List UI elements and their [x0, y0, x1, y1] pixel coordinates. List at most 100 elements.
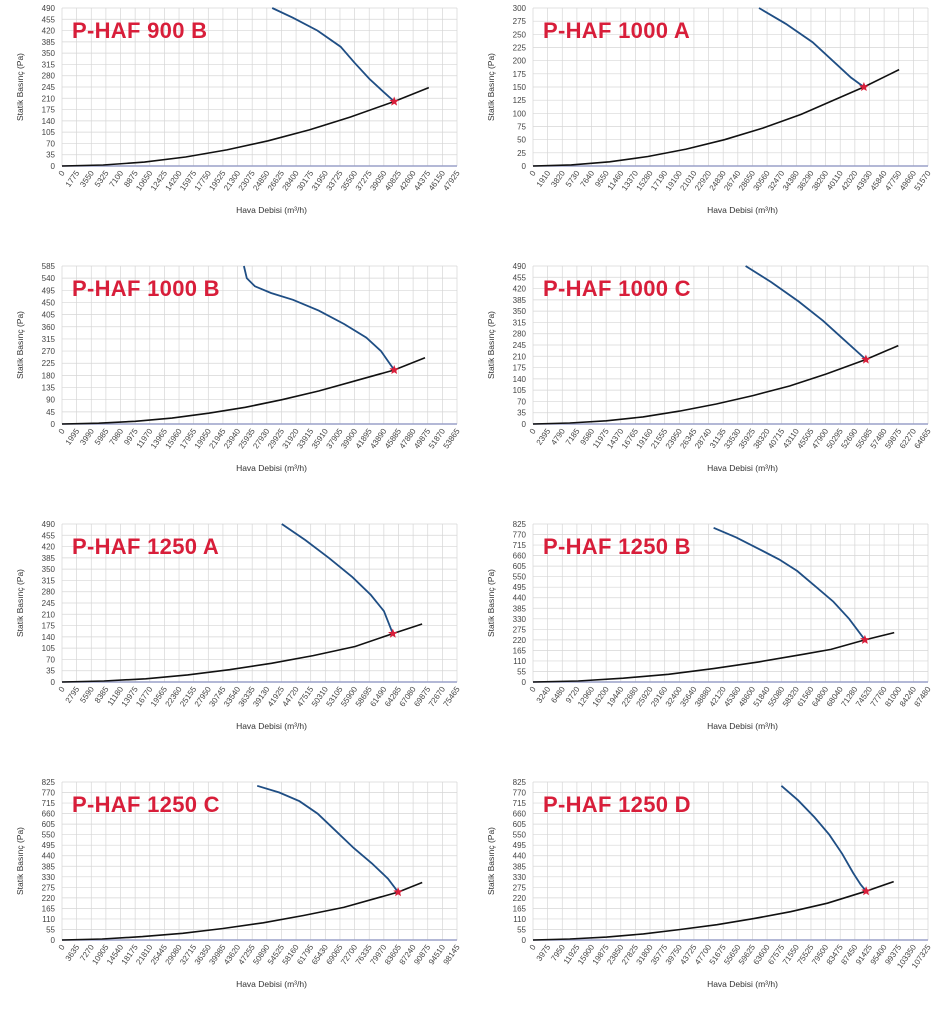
y-tick-label: 490	[42, 520, 56, 529]
chart-title: P-HAF 1250 C	[72, 792, 220, 817]
chart-title: P-HAF 900 B	[72, 18, 208, 43]
y-tick-label: 455	[42, 531, 56, 540]
x-tick-label: 87480	[913, 685, 933, 709]
y-tick-label: 175	[42, 106, 56, 115]
y-tick-label: 245	[42, 599, 56, 608]
y-tick-label: 55	[517, 667, 526, 676]
y-tick-label: 105	[513, 386, 527, 395]
x-tick-label: 75465	[442, 685, 462, 709]
y-tick-label: 770	[42, 789, 56, 798]
grid	[532, 7, 929, 167]
x-tick-label: 5325	[93, 169, 111, 189]
y-tick-label: 175	[42, 622, 56, 631]
y-tick-label: 330	[513, 615, 527, 624]
x-tick-label: 6480	[549, 685, 567, 705]
y-tick-label: 385	[42, 554, 56, 563]
y-tick-label: 350	[513, 307, 527, 316]
x-tick-label: 5985	[93, 427, 111, 447]
y-tick-label: 220	[513, 894, 527, 903]
chart-panel: 0 35 70 105 140 175 210 245 280 315 350 385 420 455 49…	[471, 258, 942, 516]
y-tick-label: 495	[42, 286, 56, 295]
y-tick-label: 280	[513, 330, 527, 339]
x-tick-label: 3240	[535, 685, 553, 705]
y-tick-label: 770	[513, 789, 527, 798]
chart-panel: 0 45 90 135 180 225 270 315 360 405 450 495 540 585 0 1…	[0, 258, 471, 516]
x-tick-label: 64665	[913, 427, 933, 451]
y-tick-label: 55	[46, 925, 55, 934]
x-tick-label: 5590	[78, 685, 96, 705]
y-tick-label: 140	[513, 375, 527, 384]
y-tick-label: 50	[517, 136, 526, 145]
y-tick-label: 45	[46, 408, 55, 417]
fan-curve-line	[256, 784, 399, 893]
operating-point-marker	[861, 886, 871, 896]
x-axis-title: Hava Debisi (m³/h)	[707, 979, 778, 989]
y-tick-label: 0	[51, 162, 56, 171]
y-tick-label: 715	[513, 541, 527, 550]
chart-panel: 0 55 110 165 220 275 330 385 440 495 550 605 660 715 7…	[0, 774, 471, 1032]
system-curve-line	[61, 357, 426, 425]
x-tick-label: 3635	[64, 943, 82, 963]
y-tick-label: 550	[513, 831, 527, 840]
y-tick-label: 495	[42, 841, 56, 850]
chart-title: P-HAF 1250 B	[543, 534, 691, 559]
y-tick-label: 175	[513, 70, 527, 79]
y-axis-title: Statik Basınç (Pa)	[15, 53, 25, 121]
chart-panel: 0 55 110 165 220 275 330 385 440 495 550 605 660 715 7…	[471, 774, 942, 1032]
x-tick-label: 0	[528, 685, 538, 694]
x-tick-label: 1910	[535, 169, 553, 189]
y-tick-label: 275	[513, 625, 527, 634]
x-tick-label: 7980	[108, 427, 126, 447]
chart-title: P-HAF 1000 C	[543, 276, 691, 301]
y-tick-label: 420	[42, 27, 56, 36]
y-tick-label: 180	[42, 371, 56, 380]
system-curve-line	[61, 881, 423, 941]
y-tick-label: 70	[46, 655, 55, 664]
x-tick-label: 3990	[78, 427, 96, 447]
y-tick-label: 0	[51, 678, 56, 687]
y-tick-label: 455	[513, 273, 527, 282]
y-axis-title: Statik Basınç (Pa)	[15, 827, 25, 895]
y-tick-label: 280	[42, 72, 56, 81]
x-tick-label: 1775	[64, 169, 82, 189]
fan-curve-line	[745, 265, 867, 361]
y-tick-label: 455	[42, 15, 56, 24]
y-tick-label: 440	[42, 852, 56, 861]
y-tick-label: 75	[517, 123, 526, 132]
chart-panel: 0 25 50 75 100 125 150 175 200 225 250 275 300 0 1910 3…	[471, 0, 942, 258]
y-tick-label: 280	[42, 588, 56, 597]
chart-panel: 0 35 70 105 140 175 210 245 280 315 350 385 420 455 49…	[0, 0, 471, 258]
y-tick-label: 270	[42, 347, 56, 356]
grid	[61, 265, 458, 425]
x-tick-label: 3550	[78, 169, 96, 189]
operating-point-marker	[389, 365, 399, 374]
y-tick-label: 70	[46, 139, 55, 148]
x-tick-label: 0	[57, 943, 67, 952]
y-tick-label: 360	[42, 323, 56, 332]
chart-title: P-HAF 1250 D	[543, 792, 691, 817]
grid	[61, 523, 458, 683]
y-tick-label: 245	[513, 341, 527, 350]
y-tick-label: 385	[42, 38, 56, 47]
grid	[532, 265, 929, 425]
y-tick-label: 330	[42, 873, 56, 882]
y-tick-label: 420	[513, 285, 527, 294]
operating-point-marker	[393, 887, 403, 897]
y-tick-label: 350	[42, 565, 56, 574]
x-tick-label: 1995	[64, 427, 82, 447]
x-tick-label: 51570	[913, 169, 933, 193]
y-tick-label: 225	[513, 44, 527, 53]
x-tick-label: 7185	[564, 427, 582, 447]
operating-point-marker	[388, 628, 398, 638]
y-tick-label: 550	[42, 831, 56, 840]
y-tick-label: 0	[51, 420, 56, 429]
fan-curve-chart: 0551101652202753303854404955506056607157…	[15, 778, 462, 989]
y-tick-label: 440	[513, 594, 527, 603]
y-tick-label: 350	[42, 49, 56, 58]
y-tick-label: 135	[42, 384, 56, 393]
y-tick-label: 585	[42, 262, 56, 271]
grid	[61, 781, 458, 941]
y-tick-label: 165	[513, 646, 527, 655]
y-tick-label: 110	[513, 657, 526, 666]
y-tick-label: 25	[517, 149, 526, 158]
